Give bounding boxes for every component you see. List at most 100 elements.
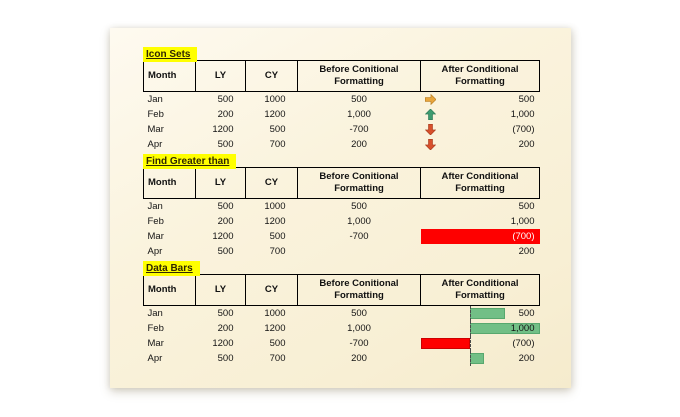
ly-cell: 500 [217, 201, 234, 212]
section-label-wrap: Data Bars [143, 259, 539, 276]
column-header-after: After Conditional Formatting [420, 167, 540, 199]
data-bar [469, 308, 505, 319]
column-header-cy: CY [245, 60, 298, 92]
header-line: Formatting [455, 183, 505, 194]
header-row: Month LY CY Before Conitional Formatting … [143, 60, 540, 92]
month-cell: Feb [147, 216, 164, 227]
databar-cell: 500 [421, 306, 540, 321]
month-cell: Jan [147, 308, 163, 319]
header-line: Before Conitional [319, 278, 399, 289]
slide-panel: Icon Sets Month LY CY Before Conitional F… [110, 28, 571, 388]
before-cell: 500 [351, 308, 367, 319]
before-cell: 500 [351, 201, 367, 212]
month-cell: Apr [147, 353, 163, 364]
cy-cell: 1000 [264, 308, 286, 319]
table-row: Mar 1200 500 -700 (700) [144, 229, 540, 244]
ly-cell: 1200 [212, 338, 234, 349]
after-cell: 200 [421, 137, 540, 152]
ly-cell: 500 [217, 246, 234, 257]
cy-cell: 1000 [264, 94, 286, 105]
databar-cell: 1,000 [421, 321, 540, 336]
after-value: 1,000 [510, 323, 535, 334]
section-label: Data Bars [143, 261, 200, 276]
table-row: Apr 500 700 200 200 [144, 137, 540, 152]
table-row: Feb 200 1200 1,000 1,000 [144, 107, 540, 122]
databar-axis [469, 321, 471, 336]
cy-cell: 500 [269, 338, 286, 349]
before-cell: -700 [349, 338, 369, 349]
databar-cell: (700) [420, 336, 540, 351]
after-cell: 500 [518, 201, 535, 212]
after-cell: (700) [421, 122, 540, 137]
header-row: Month LY CY Before Conitional Formatting … [143, 274, 540, 306]
data-table: Month LY CY Before Conitional Formatting … [143, 167, 540, 259]
after-cell: 1,000 [510, 216, 535, 227]
month-cell: Jan [147, 94, 163, 105]
ly-cell: 500 [217, 353, 234, 364]
after-value: 200 [518, 353, 535, 364]
before-cell: -700 [349, 231, 369, 242]
ly-cell: 200 [217, 323, 234, 334]
before-cell [298, 244, 421, 259]
table-row: Jan 500 1000 500 500 [144, 199, 540, 215]
before-cell: 500 [351, 94, 367, 105]
after-value: 1,000 [510, 109, 535, 120]
month-cell: Apr [147, 139, 163, 150]
column-header-cy: CY [245, 274, 298, 306]
after-value: 500 [518, 308, 535, 319]
data-table: Month LY CY Before Conitional Formatting … [143, 274, 540, 366]
cy-cell: 1200 [264, 109, 286, 120]
cy-cell: 700 [269, 246, 286, 257]
cy-cell: 1000 [264, 201, 286, 212]
slide-content: Icon Sets Month LY CY Before Conitional F… [143, 45, 540, 366]
header-line: Before Conitional [319, 171, 399, 182]
ly-cell: 500 [217, 308, 234, 319]
column-header-before: Before Conitional Formatting [297, 274, 421, 306]
header-line: After Conditional [441, 64, 519, 75]
cy-cell: 700 [269, 353, 286, 364]
cy-cell: 1200 [264, 216, 286, 227]
header-line: Formatting [334, 290, 384, 301]
month-cell: Mar [147, 231, 164, 242]
before-cell: 1,000 [347, 323, 371, 334]
header-line: Formatting [455, 290, 505, 301]
before-cell: -700 [349, 124, 369, 135]
cy-cell: 500 [269, 124, 286, 135]
column-header-before: Before Conitional Formatting [297, 60, 421, 92]
ly-cell: 500 [217, 94, 234, 105]
column-header-ly: LY [195, 167, 246, 199]
table-row: Mar 1200 500 -700 (700) [144, 336, 540, 351]
column-header-month: Month [143, 274, 196, 306]
header-line: Formatting [334, 183, 384, 194]
cy-cell: 500 [269, 231, 286, 242]
header-line: Formatting [334, 76, 384, 87]
databar-axis [469, 306, 471, 321]
cy-cell: 1200 [264, 323, 286, 334]
right-arrow-icon [424, 94, 436, 105]
header-line: After Conditional [441, 278, 519, 289]
before-cell: 200 [351, 353, 367, 364]
column-header-ly: LY [195, 60, 246, 92]
column-header-month: Month [143, 167, 196, 199]
column-header-ly: LY [195, 274, 246, 306]
data-table: Month LY CY Before Conitional Formatting … [143, 60, 540, 152]
down-arrow-icon [424, 139, 436, 150]
down-arrow-icon [424, 124, 436, 135]
section-label: Icon Sets [143, 47, 198, 62]
month-cell: Feb [147, 109, 164, 120]
table-row: Feb 200 1200 1,000 1,000 [144, 214, 540, 229]
section-label-wrap: Icon Sets [143, 45, 539, 62]
cy-cell: 700 [269, 139, 286, 150]
after-cell: 200 [518, 246, 535, 257]
up-arrow-icon [424, 109, 436, 120]
table-row: Jan 500 1000 500 500 [144, 306, 540, 321]
month-cell: Feb [147, 323, 164, 334]
header-line: Before Conitional [319, 64, 399, 75]
column-header-after: After Conditional Formatting [420, 60, 540, 92]
before-cell: 1,000 [347, 109, 371, 120]
section-label-wrap: Find Greater than [143, 152, 539, 169]
ly-cell: 200 [217, 216, 234, 227]
table-row: Feb 200 1200 1,000 1,000 [144, 321, 540, 336]
data-bar [420, 338, 470, 349]
month-cell: Mar [147, 338, 164, 349]
